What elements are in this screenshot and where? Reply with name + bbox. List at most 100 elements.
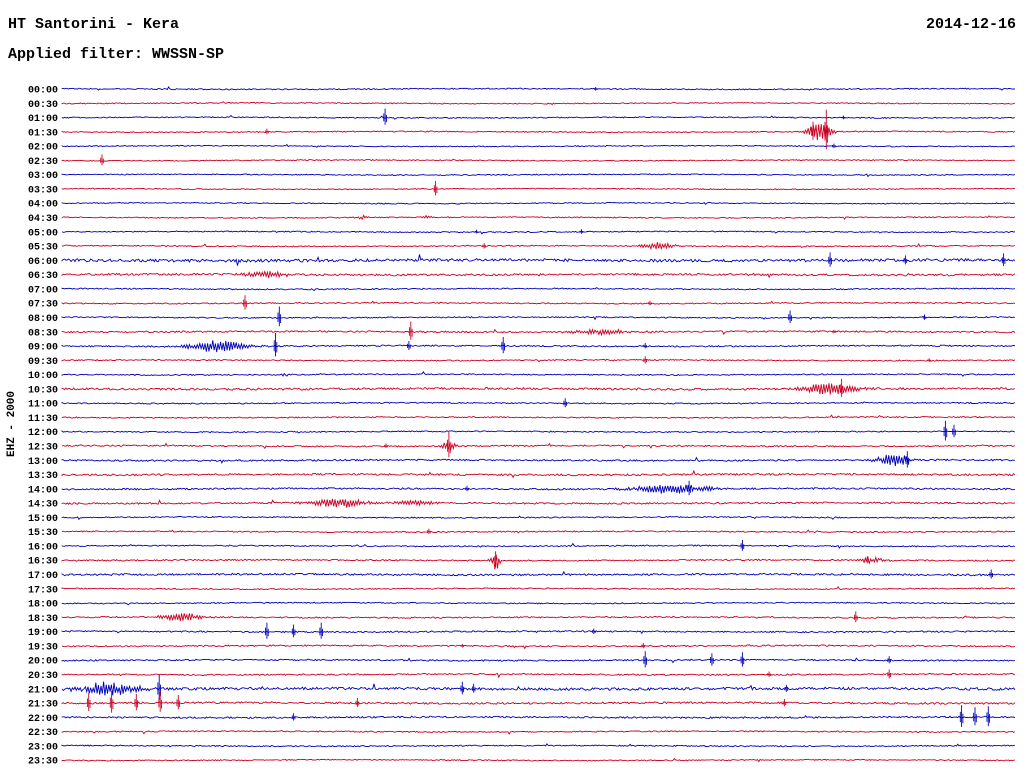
time-label: 10:30 — [28, 385, 58, 396]
time-label: 03:30 — [28, 186, 58, 197]
date-label: 2014-12-16 — [925, 16, 1016, 33]
trace-row — [61, 181, 1016, 196]
time-label: 22:30 — [28, 728, 58, 739]
trace-row — [61, 420, 1016, 441]
time-label: 12:30 — [28, 443, 58, 454]
time-label: 23:30 — [28, 757, 58, 768]
time-label: 00:30 — [28, 100, 58, 111]
time-label: 15:30 — [28, 528, 58, 539]
time-label: 11:30 — [28, 414, 58, 425]
time-label: 01:30 — [28, 128, 58, 139]
time-label: 00:00 — [28, 86, 58, 97]
trace-row — [61, 480, 1016, 496]
trace-row — [61, 333, 1016, 357]
time-label: 01:00 — [28, 114, 58, 125]
trace-row — [61, 729, 1016, 735]
time-label: 11:00 — [28, 400, 58, 411]
trace-row — [61, 432, 1016, 458]
time-label: 16:00 — [28, 543, 58, 554]
trace-row — [61, 498, 1015, 508]
time-label: 14:00 — [28, 485, 58, 496]
trace-row — [61, 569, 1016, 579]
trace-row — [61, 101, 1016, 106]
trace-row — [61, 451, 1015, 468]
time-label: 14:30 — [28, 500, 58, 511]
trace-row — [61, 378, 1016, 397]
time-label: 05:00 — [28, 228, 58, 239]
trace-row — [61, 154, 1015, 166]
time-label: 18:00 — [28, 600, 58, 611]
time-label: 19:00 — [28, 628, 58, 639]
trace-row — [61, 241, 1016, 251]
trace-row — [61, 295, 1016, 310]
time-label: 13:00 — [28, 457, 58, 468]
trace-row — [61, 214, 1016, 220]
time-label: 02:00 — [28, 143, 58, 154]
trace-row — [61, 540, 1016, 551]
trace-row — [61, 371, 1016, 377]
time-label: 20:00 — [28, 657, 58, 668]
time-label: 13:30 — [28, 471, 58, 482]
trace-row — [61, 85, 1015, 91]
trace-row — [61, 143, 1015, 149]
time-label: 06:30 — [28, 271, 58, 282]
time-label: 07:30 — [28, 300, 58, 311]
trace-row — [61, 321, 1016, 340]
trace-row — [61, 622, 1016, 639]
time-label: 15:00 — [28, 514, 58, 525]
trace-row — [61, 651, 1015, 668]
trace-row — [61, 757, 1015, 763]
trace-row — [61, 414, 1016, 419]
trace-row — [61, 705, 1016, 727]
trace-row — [61, 669, 1016, 679]
time-label: 07:00 — [28, 285, 58, 296]
time-label: 03:00 — [28, 171, 58, 182]
trace-row — [61, 743, 1015, 748]
trace-row — [61, 173, 1016, 178]
trace-row — [61, 601, 1016, 606]
time-label: 09:00 — [28, 343, 58, 354]
time-label: 23:00 — [28, 742, 58, 753]
time-label: 20:30 — [28, 671, 58, 682]
trace-row — [61, 287, 1016, 292]
trace-row — [61, 109, 1016, 150]
trace-row — [61, 585, 1016, 591]
time-label: 19:30 — [28, 642, 58, 653]
time-label: 10:00 — [28, 371, 58, 382]
time-label: 21:30 — [28, 700, 58, 711]
trace-row — [61, 515, 1015, 521]
time-label: 09:30 — [28, 357, 58, 368]
trace-row — [61, 551, 1015, 570]
time-label: 04:30 — [28, 214, 58, 225]
time-label: 06:00 — [28, 257, 58, 268]
trace-row — [61, 306, 1016, 327]
trace-row — [61, 611, 1016, 623]
time-label: 22:00 — [28, 714, 58, 725]
time-label: 12:00 — [28, 428, 58, 439]
time-label: 08:30 — [28, 328, 58, 339]
trace-row — [61, 252, 1016, 267]
trace-row — [61, 108, 1015, 125]
time-label: 17:00 — [28, 571, 58, 582]
trace-row — [61, 674, 1016, 700]
trace-row — [61, 229, 1016, 235]
time-label: 05:30 — [28, 243, 58, 254]
time-label: 16:30 — [28, 557, 58, 568]
filter-label: Applied filter: WWSSN-SP — [8, 46, 225, 63]
trace-row — [61, 691, 1016, 713]
trace-row — [61, 469, 1016, 479]
trace-row — [61, 642, 1016, 650]
trace-row — [61, 269, 1016, 279]
time-label: 18:30 — [28, 614, 58, 625]
trace-row — [61, 398, 1016, 408]
time-label: 08:00 — [28, 314, 58, 325]
trace-row — [61, 528, 1015, 535]
time-label: 02:30 — [28, 157, 58, 168]
time-label: 21:00 — [28, 685, 58, 696]
trace-row — [61, 356, 1016, 364]
time-label: 04:00 — [28, 200, 58, 211]
station-title: HT Santorini - Kera — [8, 16, 180, 33]
trace-row — [61, 201, 1016, 205]
